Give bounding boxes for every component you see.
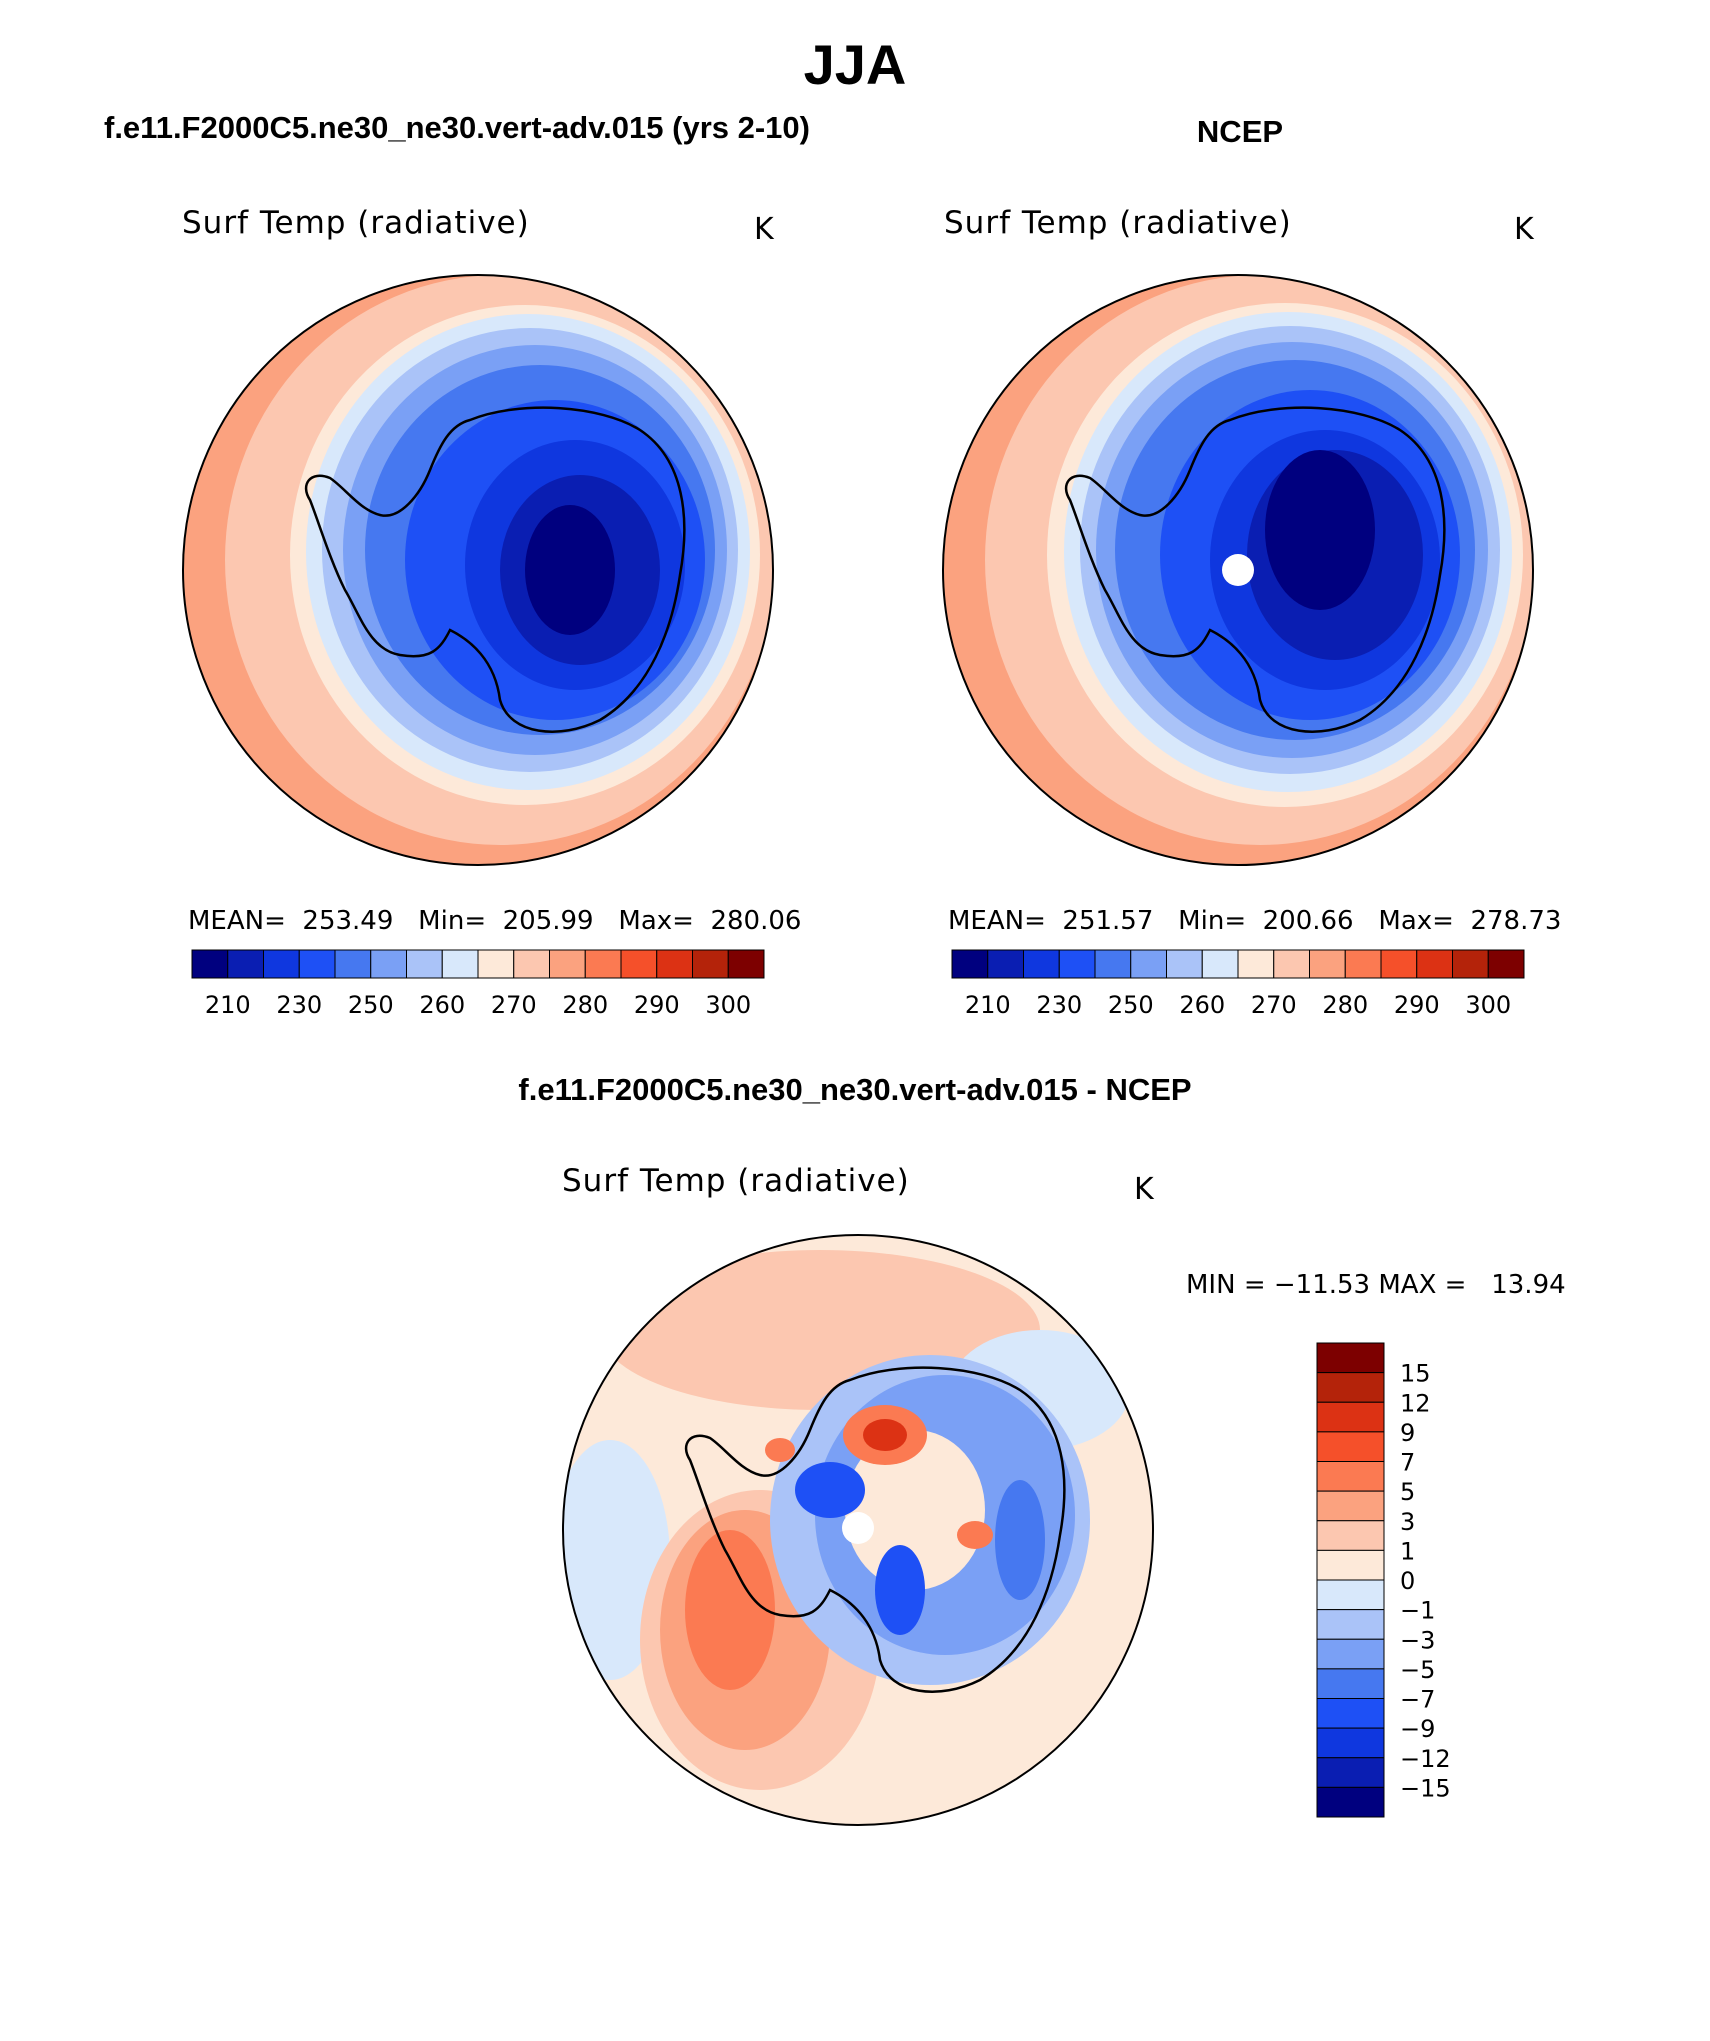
panel2-colorbar-tick-label: 280 — [1322, 991, 1368, 1019]
panel2-variable-label: Surf Temp (radiative) — [944, 205, 1292, 241]
panel1-colorbar-box — [584, 949, 622, 979]
diff-colorbar-tick-label: 7 — [1400, 1449, 1415, 1477]
panel1-colorbar-box — [692, 949, 729, 979]
panel1-colorbar-tick-label: 270 — [491, 991, 537, 1019]
diff-colorbar-box — [1316, 1638, 1385, 1670]
panel2-colorbar-box — [1273, 949, 1310, 979]
panel2-stats: MEAN= 251.57 Min= 200.66 Max= 278.73 — [948, 906, 1562, 936]
panel1-colorbar-box — [263, 949, 300, 979]
panel2-colorbar-box — [1344, 949, 1382, 979]
panel1-colorbar-box — [298, 949, 336, 979]
diff-colorbar-box — [1316, 1401, 1385, 1433]
diff-colorbar-box — [1316, 1757, 1385, 1788]
panel2-units-label: K — [1514, 212, 1534, 247]
panel1-colorbar-tick-label: 290 — [634, 991, 680, 1019]
panel1-colorbar-box — [191, 949, 229, 979]
panel1-colorbar-box — [656, 949, 693, 979]
diff-colorbar-box — [1316, 1372, 1385, 1403]
diff-stats: MIN = −11.53 MAX = 13.94 — [1186, 1270, 1566, 1300]
panel1-colorbar-box — [620, 949, 658, 979]
panel2-colorbar-box — [1380, 949, 1418, 979]
panel1-colorbar-box — [477, 949, 515, 979]
panel2-colorbar: 210 230 250 260 270 280 290 300 — [951, 949, 1525, 1019]
panel1-colorbar-tick-label: 210 — [205, 991, 251, 1019]
diff-colorbar-box — [1316, 1431, 1385, 1462]
panel1-units-label: K — [754, 212, 774, 247]
panel2-colorbar-tick-label: 260 — [1179, 991, 1225, 1019]
diff-colorbar-tick-label: 12 — [1400, 1389, 1431, 1417]
diff-colorbar-tick-label: −5 — [1400, 1656, 1435, 1684]
panel1-colorbar-box — [727, 949, 765, 979]
panel2-colorbar-tick-label: 300 — [1465, 991, 1511, 1019]
panel1-colorbar-tick-label: 260 — [419, 991, 465, 1019]
panel2-colorbar-box — [1237, 949, 1275, 979]
diff-colorbar-box — [1316, 1727, 1385, 1759]
panel1-stats: MEAN= 253.49 Min= 205.99 Max= 280.06 — [188, 906, 802, 936]
main-title: JJA — [803, 33, 907, 96]
diff-colorbar-tick-label: −9 — [1400, 1715, 1435, 1743]
panel2-colorbar-box — [1201, 949, 1239, 979]
diff-colorbar-box — [1316, 1342, 1385, 1374]
diff-map — [562, 1234, 1154, 1826]
diff-colorbar-tick-label: 5 — [1400, 1478, 1415, 1506]
diff-colorbar-box — [1316, 1520, 1385, 1551]
panel2-colorbar-box — [1487, 949, 1525, 979]
panel2-colorbar-tick-label: 210 — [965, 991, 1011, 1019]
panel2-colorbar-box — [1023, 949, 1060, 979]
panel2-colorbar-box — [1166, 949, 1203, 979]
panel2-colorbar-tick-label: 290 — [1394, 991, 1440, 1019]
diff-colorbar-tick-label: 15 — [1400, 1360, 1431, 1388]
diff-colorbar-box — [1316, 1786, 1385, 1818]
panel2-colorbar-box — [951, 949, 989, 979]
panel1-case-title: f.e11.F2000C5.ne30_ne30.vert-adv.015 (yr… — [104, 110, 810, 145]
panel2-colorbar-box — [1130, 949, 1167, 979]
panel1-colorbar-tick-label: 250 — [348, 991, 394, 1019]
panel2-colorbar-box — [1309, 949, 1346, 979]
panel2-colorbar-box — [1452, 949, 1489, 979]
diff-colorbar-box — [1316, 1490, 1385, 1522]
diff-colorbar-tick-label: 9 — [1400, 1419, 1415, 1447]
diff-colorbar-tick-label: 1 — [1400, 1537, 1415, 1565]
panel2-colorbar-box — [987, 949, 1024, 979]
panel1-colorbar-tick-label: 300 — [705, 991, 751, 1019]
panel2-colorbar-box — [1058, 949, 1096, 979]
diff-colorbar-tick-label: −1 — [1400, 1597, 1435, 1625]
panel1-colorbar-tick-label: 230 — [276, 991, 322, 1019]
panel1-colorbar-box — [370, 949, 407, 979]
panel1-colorbar-box — [441, 949, 479, 979]
panel2-colorbar-tick-label: 270 — [1251, 991, 1297, 1019]
diff-colorbar-tick-label: −3 — [1400, 1626, 1435, 1654]
diff-colorbar-box — [1316, 1549, 1385, 1581]
diff-case-title: f.e11.F2000C5.ne30_ne30.vert-adv.015 - N… — [518, 1072, 1192, 1107]
panel1-colorbar-box — [406, 949, 443, 979]
diff-colorbar-box — [1316, 1461, 1385, 1492]
diff-units-label: K — [1134, 1172, 1154, 1207]
panel2-map — [942, 274, 1534, 866]
panel2-colorbar-box — [1094, 949, 1132, 979]
diff-colorbar-box — [1316, 1698, 1385, 1729]
panel1-colorbar-box — [549, 949, 586, 979]
diff-colorbar-box — [1316, 1609, 1385, 1640]
panel1-variable-label: Surf Temp (radiative) — [182, 205, 530, 241]
diff-colorbar-tick-label: −7 — [1400, 1686, 1435, 1714]
panel2-colorbar-box — [1416, 949, 1453, 979]
panel2-colorbar-tick-label: 230 — [1036, 991, 1082, 1019]
diff-colorbar-box — [1316, 1579, 1385, 1611]
diff-colorbar-box — [1316, 1668, 1385, 1699]
panel1-colorbar-tick-label: 280 — [562, 991, 608, 1019]
diff-colorbar-tick-label: −15 — [1400, 1774, 1451, 1802]
panel1-colorbar-box — [227, 949, 264, 979]
panel1-colorbar-box — [334, 949, 372, 979]
diff-colorbar-tick-label: −12 — [1400, 1745, 1451, 1773]
diff-colorbar-tick-label: 3 — [1400, 1508, 1415, 1536]
panel1-map — [182, 274, 774, 866]
panel1-colorbar: 210 230 250 260 270 280 290 300 — [191, 949, 765, 1019]
panel2-colorbar-tick-label: 250 — [1108, 991, 1154, 1019]
panel1-colorbar-box — [513, 949, 550, 979]
panel2-case-title: NCEP — [1196, 114, 1284, 149]
diff-variable-label: Surf Temp (radiative) — [562, 1163, 910, 1199]
diff-colorbar-tick-label: 0 — [1400, 1567, 1415, 1595]
